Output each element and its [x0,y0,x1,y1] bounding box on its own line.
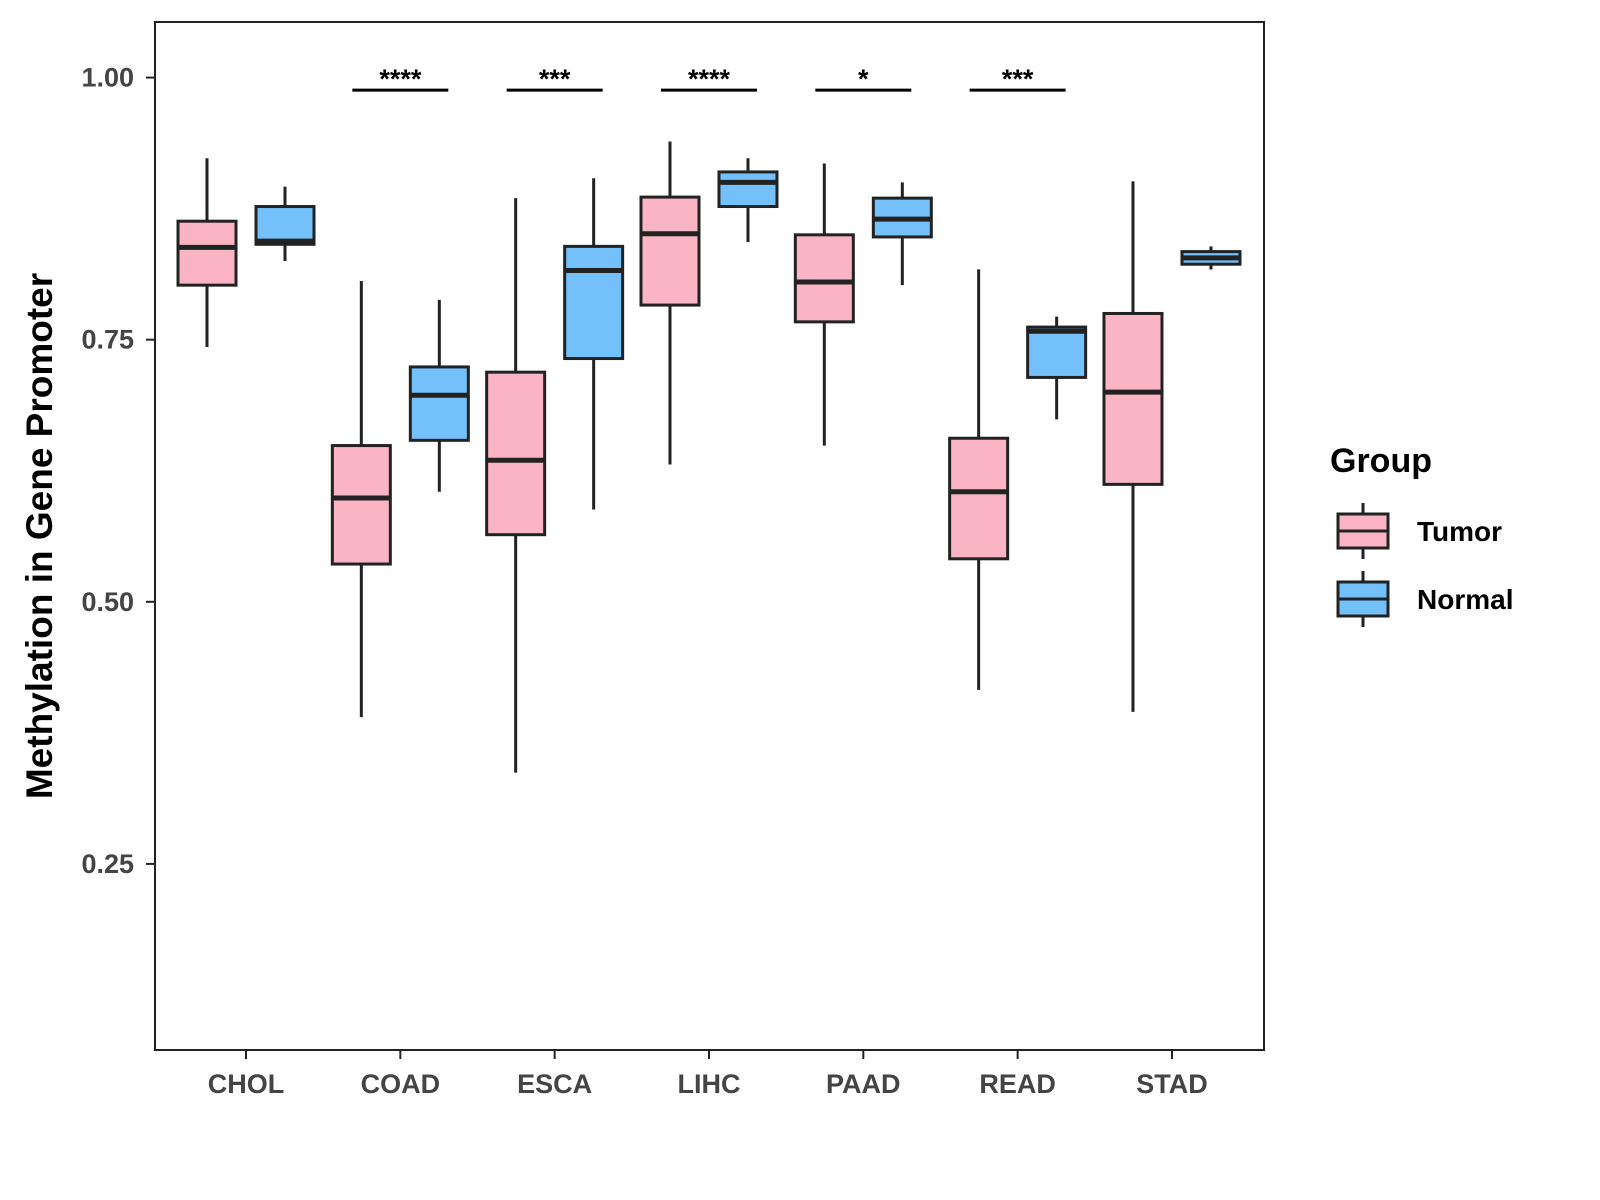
x-tick-label: STAD [1136,1069,1208,1099]
box-tumor-stad [1102,181,1164,712]
box [485,370,547,537]
box-normal-esca [563,178,625,510]
legend: Group Tumor Normal [1330,442,1513,627]
x-tick-label: COAD [361,1069,441,1099]
box [176,219,238,287]
box [330,444,392,566]
boxes [176,141,1242,773]
legend-title: Group [1330,442,1432,480]
y-tick-label: 0.75 [81,325,134,355]
box-normal-stad [1180,246,1242,270]
significance-label: **** [379,64,422,94]
legend-label: Tumor [1417,516,1502,547]
box [948,436,1010,561]
y-tick-label: 0.25 [81,849,134,879]
x-axis: CHOL COAD ESCA LIHC PAAD READ STAD [208,1050,1208,1099]
box [793,233,855,324]
legend-item-normal: Normal [1336,571,1513,627]
box-tumor-lihc [639,141,701,465]
y-tick-label: 0.50 [81,587,134,617]
box-normal-read [1026,316,1088,420]
box-tumor-read [948,269,1010,690]
significance-annotations: **** *** **** * *** [352,64,1066,94]
box [563,244,625,361]
x-tick-label: PAAD [826,1069,901,1099]
box-normal-paad [871,182,933,286]
x-tick-label: ESCA [517,1069,592,1099]
box-tumor-paad [793,163,855,446]
x-tick-label: READ [979,1069,1056,1099]
significance-label: **** [688,64,731,94]
legend-label: Normal [1417,584,1513,615]
significance-label: * [858,64,869,94]
y-tick-label: 1.00 [81,63,134,93]
box [639,195,701,307]
box-normal-lihc [717,158,779,243]
box-tumor-esca [485,198,547,773]
box-tumor-coad [330,280,392,718]
significance-label: *** [539,64,571,94]
x-tick-label: CHOL [208,1069,285,1099]
box [1026,325,1088,379]
box [254,205,316,246]
plot-panel [154,21,1265,1051]
box [717,170,779,209]
box [1102,311,1164,486]
x-tick-label: LIHC [677,1069,740,1099]
box [408,365,470,442]
legend-item-tumor: Tumor [1336,503,1502,559]
y-axis: 0.25 0.50 0.75 1.00 [81,63,155,879]
box-tumor-chol [176,158,238,348]
box-normal-coad [408,299,470,492]
y-axis-label: Methylation in Gene Promoter [19,273,60,799]
significance-label: *** [1002,64,1034,94]
box-normal-chol [254,186,316,262]
